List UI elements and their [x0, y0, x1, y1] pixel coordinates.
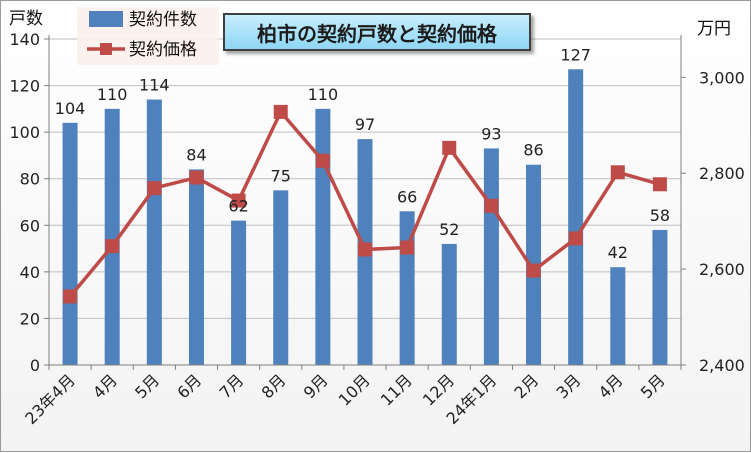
price-marker [63, 289, 78, 304]
bar [315, 108, 331, 365]
price-marker [400, 240, 415, 255]
bar-value-label: 93 [481, 124, 501, 143]
chart-title-box: 柏市の契約戸数と契約価格 [223, 13, 531, 51]
x-tick-label: 7月 [215, 370, 247, 402]
y-left-tick-label: 20 [20, 309, 40, 328]
bar [610, 267, 626, 365]
legend: 契約件数 契約価格 [77, 7, 219, 65]
chart-title: 柏市の契約戸数と契約価格 [257, 21, 497, 46]
x-tick-label: 6月 [173, 370, 205, 402]
price-marker [273, 104, 288, 119]
bar [568, 69, 584, 366]
y-left-tick-label: 60 [20, 216, 40, 235]
x-tick-label: 2月 [510, 370, 542, 402]
bar-value-label: 104 [55, 99, 86, 118]
x-tick-label: 9月 [300, 370, 332, 402]
bar-series [62, 69, 668, 366]
y-right-tick-label: 2,400 [699, 356, 745, 375]
price-marker [484, 198, 499, 213]
x-tick-label: 4月 [89, 370, 121, 402]
bar-value-label: 42 [608, 243, 628, 262]
legend-line-marker [100, 43, 112, 55]
y-right-tick-label: 3,000 [699, 68, 745, 87]
bar [652, 229, 668, 365]
x-tick-label: 11月 [377, 370, 416, 409]
price-marker [358, 242, 372, 257]
price-marker [442, 140, 457, 155]
y-left-tick-label: 40 [20, 263, 40, 282]
price-marker [189, 170, 204, 185]
bar [273, 190, 289, 365]
y-left-tick-label: 0 [30, 356, 40, 375]
bar-value-label: 75 [271, 166, 291, 185]
bar-value-label: 110 [97, 85, 128, 104]
bar-value-label: 58 [650, 206, 670, 225]
bar [146, 99, 162, 366]
bar [483, 148, 499, 365]
bar-value-label: 114 [139, 76, 170, 95]
bar [231, 220, 247, 365]
bar-value-label: 52 [439, 220, 459, 239]
y-left-tick-label: 100 [9, 123, 40, 142]
bar [441, 243, 457, 365]
y-right-tick-label: 2,800 [699, 164, 745, 183]
legend-bar-swatch [89, 11, 123, 27]
legend-line-label: 契約価格 [129, 40, 197, 60]
x-tick-label: 4月 [595, 370, 627, 402]
price-marker [147, 181, 162, 196]
y-axis-left-label: 戸数 [9, 9, 43, 29]
line-series [63, 104, 667, 304]
x-tick-label: 5月 [637, 370, 669, 402]
price-marker [568, 231, 583, 246]
x-tick-label: 10月 [335, 370, 374, 409]
bar [62, 122, 78, 365]
x-tick-label: 3月 [553, 370, 585, 402]
y-left-tick-label: 140 [9, 30, 40, 49]
x-tick-label: 23年4月 [21, 370, 79, 428]
y-left-tick-label: 80 [20, 170, 40, 189]
x-tick-label: 5月 [131, 370, 163, 402]
price-marker [105, 239, 120, 254]
legend-bar-label: 契約件数 [129, 10, 197, 30]
bar-value-label: 127 [560, 45, 591, 64]
y-right-tick-label: 2,600 [699, 260, 745, 279]
price-marker [652, 177, 667, 192]
bar-value-label: 66 [397, 187, 417, 206]
y-left-tick-label: 120 [9, 77, 40, 96]
y-axis-right-label: 万円 [697, 19, 731, 39]
bar-value-label: 97 [355, 115, 375, 134]
price-marker [231, 193, 246, 208]
bar-value-label: 62 [228, 197, 248, 216]
price-marker [315, 153, 330, 168]
data-labels: 104 110 114 84 62 75 110 97 66 52 93 86 127 42 58 [55, 45, 670, 262]
x-tick-label: 8月 [258, 370, 290, 402]
bar [188, 169, 204, 365]
bar-value-label: 86 [523, 141, 543, 160]
price-marker [526, 263, 541, 278]
bar-value-label: 110 [308, 85, 339, 104]
price-marker [610, 165, 625, 180]
bar-value-label: 84 [186, 145, 206, 164]
bar [104, 108, 120, 365]
